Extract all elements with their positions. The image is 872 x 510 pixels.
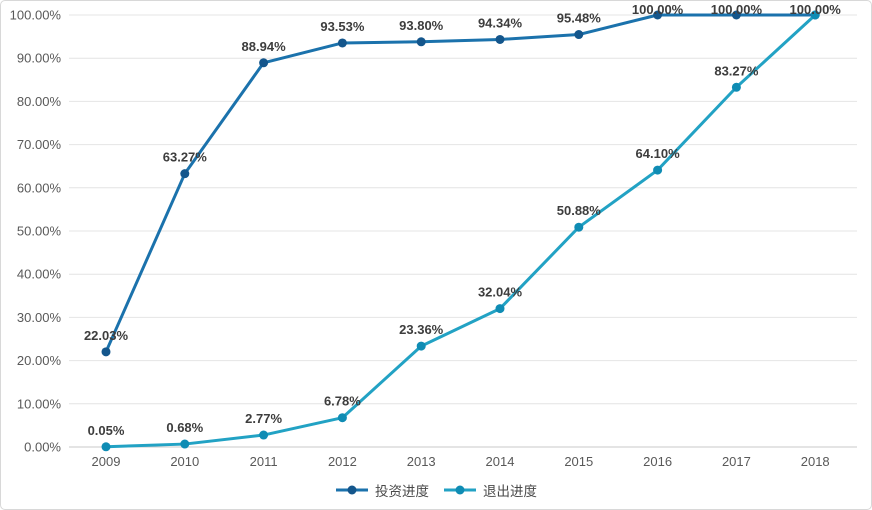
- svg-text:30.00%: 30.00%: [17, 310, 62, 325]
- svg-text:64.10%: 64.10%: [636, 146, 681, 161]
- svg-text:10.00%: 10.00%: [17, 396, 62, 411]
- svg-text:2009: 2009: [92, 454, 121, 469]
- svg-text:80.00%: 80.00%: [17, 94, 62, 109]
- svg-text:100.00%: 100.00%: [711, 2, 763, 17]
- svg-text:100.00%: 100.00%: [632, 2, 684, 17]
- svg-text:60.00%: 60.00%: [17, 180, 62, 195]
- svg-text:83.27%: 83.27%: [714, 63, 759, 78]
- svg-text:2.77%: 2.77%: [245, 411, 282, 426]
- legend-label-exit-progress: 退出进度: [483, 484, 537, 499]
- svg-text:2012: 2012: [328, 454, 357, 469]
- svg-text:50.88%: 50.88%: [557, 203, 602, 218]
- svg-text:95.48%: 95.48%: [557, 11, 602, 26]
- svg-text:2011: 2011: [250, 454, 278, 469]
- svg-text:40.00%: 40.00%: [17, 267, 62, 282]
- svg-text:0.68%: 0.68%: [166, 420, 203, 435]
- legend-label-investment-progress: 投资进度: [375, 484, 429, 499]
- svg-text:23.36%: 23.36%: [399, 322, 444, 337]
- svg-text:2018: 2018: [801, 454, 830, 469]
- svg-text:100.00%: 100.00%: [10, 8, 62, 23]
- svg-text:88.94%: 88.94%: [242, 39, 287, 54]
- svg-text:20.00%: 20.00%: [17, 353, 62, 368]
- svg-text:22.03%: 22.03%: [84, 328, 129, 343]
- svg-text:6.78%: 6.78%: [324, 394, 361, 409]
- svg-text:2017: 2017: [722, 454, 751, 469]
- svg-text:63.27%: 63.27%: [163, 150, 208, 165]
- svg-text:94.34%: 94.34%: [478, 15, 523, 30]
- svg-text:2014: 2014: [486, 454, 515, 469]
- exit-series-marker-icon: [444, 485, 476, 495]
- investment-series-marker-icon: [336, 485, 368, 495]
- svg-text:100.00%: 100.00%: [790, 2, 842, 17]
- svg-text:93.80%: 93.80%: [399, 18, 444, 33]
- svg-text:2010: 2010: [170, 454, 199, 469]
- svg-text:90.00%: 90.00%: [17, 51, 62, 66]
- svg-text:0.00%: 0.00%: [24, 440, 61, 455]
- line-chart: 0.00% 10.00% 20.00% 30.00% 40.00% 50.00% 60.00…: [10, 2, 857, 469]
- svg-text:2015: 2015: [564, 454, 593, 469]
- svg-text:0.05%: 0.05%: [88, 423, 125, 438]
- svg-text:50.00%: 50.00%: [17, 224, 62, 239]
- svg-text:2013: 2013: [407, 454, 436, 469]
- svg-text:93.53%: 93.53%: [320, 19, 365, 34]
- chart-legend: 投资进度 退出进度: [1, 479, 871, 501]
- legend-item-exit-progress[interactable]: 退出进度: [443, 480, 537, 500]
- svg-text:70.00%: 70.00%: [17, 137, 62, 152]
- svg-text:32.04%: 32.04%: [478, 285, 523, 300]
- svg-text:2016: 2016: [643, 454, 672, 469]
- legend-item-investment-progress[interactable]: 投资进度: [335, 480, 429, 500]
